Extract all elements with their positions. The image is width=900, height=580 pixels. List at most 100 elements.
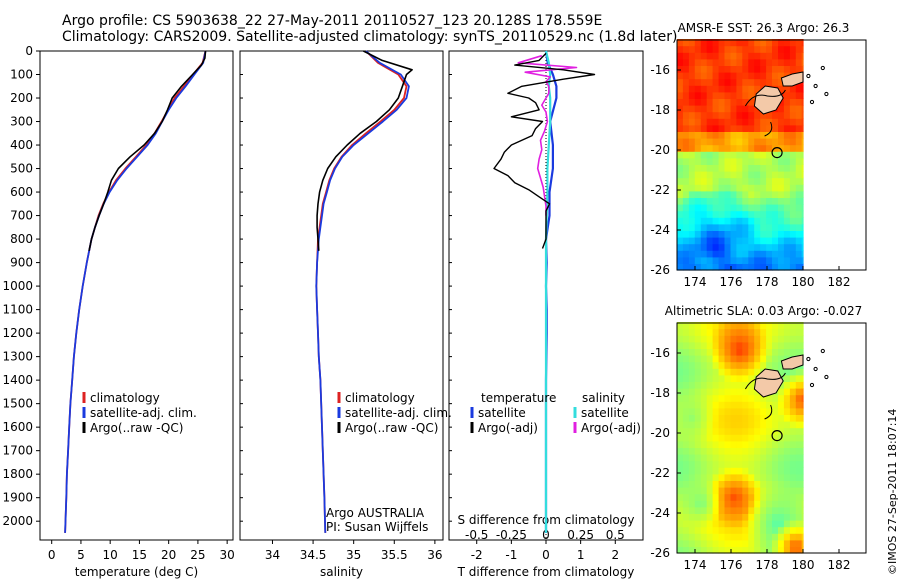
heatmap-cell — [772, 480, 779, 488]
heatmap-cell — [730, 223, 737, 231]
heatmap-cell — [712, 355, 720, 363]
heatmap-cell — [724, 487, 731, 495]
heatmap-cell — [724, 341, 731, 349]
heatmap-cell — [688, 237, 696, 245]
heatmap-cell — [778, 414, 785, 422]
heatmap-cell — [724, 197, 731, 205]
heatmap-cell — [795, 256, 803, 264]
heatmap-cell — [801, 243, 804, 251]
heatmap-cell — [766, 111, 773, 119]
heatmap-cell — [736, 78, 743, 86]
y-tick-label: 1300 — [2, 350, 33, 364]
heatmap-cell — [700, 230, 708, 238]
heatmap-cell — [783, 144, 791, 152]
heatmap-cell — [766, 39, 773, 47]
heatmap-cell — [748, 388, 755, 396]
heatmap-cell — [736, 480, 743, 488]
heatmap-cell — [724, 78, 731, 86]
heatmap-cell — [742, 98, 749, 106]
heatmap-cell — [682, 98, 690, 106]
heatmap-cell — [700, 407, 708, 415]
heatmap-cell — [724, 164, 731, 172]
heatmap-cell — [801, 171, 804, 179]
plot-title-line2: Climatology: CARS2009. Satellite-adjuste… — [62, 29, 678, 45]
heatmap-cell — [795, 157, 803, 165]
heatmap-cell — [760, 52, 767, 60]
heatmap-cell — [706, 546, 714, 554]
heatmap-cell — [677, 124, 684, 132]
heatmap-cell — [694, 427, 702, 435]
heatmap-cell — [736, 237, 743, 245]
heatmap-cell — [772, 72, 779, 80]
heatmap-cell — [748, 72, 755, 80]
heatmap-cell — [706, 520, 714, 528]
heatmap-cell — [724, 39, 731, 47]
heatmap-cell — [742, 157, 749, 165]
heatmap-cell — [760, 335, 767, 343]
heatmap-cell — [706, 427, 714, 435]
heatmap-cell — [706, 157, 714, 165]
heatmap-cell — [783, 434, 791, 442]
heatmap-cell — [682, 190, 690, 198]
x-tick-label: 182 — [828, 558, 851, 572]
heatmap-cell — [789, 447, 797, 455]
heatmap-cell — [801, 58, 804, 66]
heatmap-cell — [677, 394, 684, 402]
heatmap-cell — [677, 39, 684, 47]
heatmap-cell — [795, 171, 803, 179]
heatmap-cell — [789, 184, 797, 192]
islet-marker — [806, 73, 811, 79]
heatmap-cell — [766, 217, 773, 225]
heatmap-cell — [778, 204, 785, 212]
heatmap-cell — [677, 190, 684, 198]
heatmap-cell — [748, 250, 755, 258]
heatmap-cell — [712, 105, 720, 113]
heatmap-cell — [754, 131, 761, 139]
heatmap-cell — [694, 460, 702, 468]
heatmap-cell — [694, 480, 702, 488]
heatmap-cell — [742, 190, 749, 198]
heatmap-cell — [742, 335, 749, 343]
heatmap-cell — [724, 473, 731, 481]
heatmap-cell — [778, 539, 785, 547]
heatmap-cell — [718, 190, 726, 198]
heatmap-cell — [766, 230, 773, 238]
heatmap-cell — [712, 91, 720, 99]
heatmap-cell — [772, 487, 779, 495]
heatmap-cell — [795, 341, 803, 349]
heatmap-cell — [783, 131, 791, 139]
heatmap-cell — [801, 237, 804, 245]
heatmap-cell — [772, 355, 779, 363]
heatmap-cell — [766, 480, 773, 488]
heatmap-cell — [718, 72, 726, 80]
heatmap-cell — [712, 374, 720, 382]
x-tick-label: 20 — [161, 548, 176, 562]
heatmap-cell — [688, 217, 696, 225]
heatmap-cell — [700, 197, 708, 205]
heatmap-cell — [742, 237, 749, 245]
heatmap-cell — [783, 230, 791, 238]
heatmap-cell — [801, 197, 804, 205]
heatmap-cell — [789, 368, 797, 376]
heatmap-cell — [718, 440, 726, 448]
heatmap-cell — [748, 91, 755, 99]
heatmap-cell — [724, 263, 731, 271]
heatmap-cell — [682, 434, 690, 442]
heatmap-cell — [789, 105, 797, 113]
heatmap-cell — [700, 546, 708, 554]
heatmap-cell — [736, 335, 743, 343]
heatmap-cell — [748, 394, 755, 402]
heatmap-cell — [748, 138, 755, 146]
heatmap-cell — [789, 85, 797, 93]
heatmap-cell — [789, 467, 797, 475]
heatmap-cell — [736, 355, 743, 363]
x-tick-label: 1 — [577, 548, 585, 562]
heatmap-cell — [694, 52, 702, 60]
heatmap-cell — [694, 473, 702, 481]
heatmap-cell — [706, 513, 714, 521]
heatmap-cell — [783, 520, 791, 528]
heatmap-cell — [677, 506, 684, 514]
heatmap-cell — [682, 539, 690, 547]
heatmap-cell — [688, 520, 696, 528]
heatmap-cell — [706, 421, 714, 429]
